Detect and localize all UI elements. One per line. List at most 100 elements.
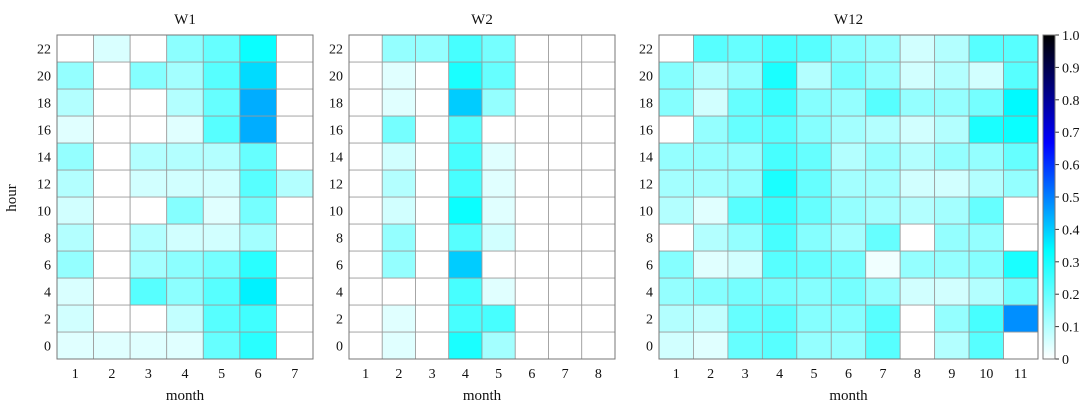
y-tick-label: 20 bbox=[37, 70, 51, 85]
heatmap-cell bbox=[381, 196, 416, 225]
heatmap-cell bbox=[1003, 277, 1039, 306]
heatmap-cell bbox=[56, 304, 94, 333]
y-tick-label: 16 bbox=[329, 124, 343, 139]
heatmap-cell bbox=[968, 196, 1004, 225]
heatmap-cell bbox=[830, 304, 867, 333]
heatmap-cell bbox=[381, 223, 416, 252]
x-tick-label: 4 bbox=[776, 367, 783, 382]
heatmap-cell bbox=[448, 331, 483, 360]
panel-frame bbox=[658, 34, 1039, 360]
heatmap-cell bbox=[415, 115, 450, 144]
heatmap-cell bbox=[129, 88, 168, 117]
heatmap-cell bbox=[796, 169, 832, 198]
heatmap-cell bbox=[448, 61, 483, 90]
heatmap-cell bbox=[56, 142, 94, 171]
heatmap-cell bbox=[796, 88, 832, 117]
heatmap-cell bbox=[448, 169, 483, 198]
heatmap-cell bbox=[934, 142, 970, 171]
x-tick-label: 2 bbox=[395, 367, 402, 382]
heatmap-cell bbox=[761, 142, 798, 171]
heatmap-cell bbox=[830, 88, 867, 117]
heatmap-cell bbox=[934, 88, 970, 117]
heatmap-cell bbox=[448, 115, 483, 144]
heatmap-cell bbox=[276, 61, 314, 90]
heatmap-cell bbox=[865, 304, 901, 333]
heatmap-cell bbox=[93, 61, 131, 90]
heatmap-cell bbox=[481, 61, 516, 90]
x-tick-label: 5 bbox=[218, 367, 225, 382]
heatmap-cell bbox=[865, 196, 901, 225]
heatmap-cell bbox=[796, 304, 832, 333]
heatmap-cell bbox=[129, 304, 168, 333]
heatmap-cell bbox=[481, 304, 516, 333]
heatmap-cell bbox=[202, 223, 241, 252]
y-tick-label: 8 bbox=[44, 232, 51, 247]
heatmap-cell bbox=[693, 277, 729, 306]
heatmap-cell bbox=[56, 331, 94, 360]
heatmap-cell bbox=[830, 223, 867, 252]
heatmap-cell bbox=[727, 250, 763, 279]
y-tick-label: 22 bbox=[329, 43, 343, 58]
heatmap-cell bbox=[93, 169, 131, 198]
heatmap-cell bbox=[129, 61, 168, 90]
heatmap-cell bbox=[481, 115, 516, 144]
heatmap-cell bbox=[1003, 34, 1039, 63]
heatmap-cell bbox=[865, 250, 901, 279]
heatmap-cell bbox=[239, 61, 277, 90]
heatmap-cell bbox=[93, 34, 131, 63]
heatmap-cell bbox=[581, 196, 616, 225]
heatmap-cell bbox=[761, 277, 798, 306]
heatmap-cell bbox=[727, 34, 763, 63]
heatmap-cell bbox=[56, 61, 94, 90]
heatmap-cell bbox=[796, 115, 832, 144]
heatmap-cell bbox=[830, 277, 867, 306]
y-tick-label: 16 bbox=[639, 124, 653, 139]
heatmap-cell bbox=[202, 34, 241, 63]
x-tick-label: 9 bbox=[948, 367, 955, 382]
heatmap-cell bbox=[56, 223, 94, 252]
y-tick-label: 0 bbox=[646, 340, 653, 355]
heatmap-cell bbox=[968, 142, 1004, 171]
heatmap-cell bbox=[514, 196, 549, 225]
heatmap-cell bbox=[761, 88, 798, 117]
heatmap-cell bbox=[381, 331, 416, 360]
colorbar-tick-label: 0 bbox=[1062, 353, 1069, 368]
heatmap-cell bbox=[899, 34, 936, 63]
heatmap-cell bbox=[581, 34, 616, 63]
heatmap-cell bbox=[761, 331, 798, 360]
heatmap-cell bbox=[548, 34, 583, 63]
heatmap-cell bbox=[658, 196, 694, 225]
x-tick-label: 1 bbox=[673, 367, 680, 382]
heatmap-cell bbox=[934, 61, 970, 90]
y-tick-label: 20 bbox=[329, 70, 343, 85]
x-tick-label: 2 bbox=[108, 367, 115, 382]
colorbar-tick-label: 0.9 bbox=[1062, 61, 1080, 76]
colorbar-tick-label: 0.5 bbox=[1062, 191, 1080, 206]
x-tick-label: 4 bbox=[182, 367, 189, 382]
heatmap-cell bbox=[415, 196, 450, 225]
heatmap-cell bbox=[93, 142, 131, 171]
heatmap-cell bbox=[448, 250, 483, 279]
heatmap-cell bbox=[727, 277, 763, 306]
colorbar-tick-label: 0.7 bbox=[1062, 126, 1080, 141]
heatmap-cell bbox=[865, 331, 901, 360]
panel-title: W1 bbox=[174, 12, 196, 28]
y-tick-label: 10 bbox=[639, 205, 653, 220]
heatmap-cell bbox=[830, 115, 867, 144]
x-tick-label: 5 bbox=[495, 367, 502, 382]
heatmap-cell bbox=[166, 304, 204, 333]
heatmap-cell bbox=[581, 88, 616, 117]
heatmap-cell bbox=[481, 169, 516, 198]
colorbar-tick-label: 0.3 bbox=[1062, 256, 1080, 271]
heatmap-cell bbox=[796, 223, 832, 252]
heatmap-cell bbox=[727, 142, 763, 171]
y-axis-label: hour bbox=[4, 184, 20, 212]
heatmap-cell bbox=[56, 196, 94, 225]
heatmap-cell bbox=[548, 61, 583, 90]
heatmap-cell bbox=[166, 34, 204, 63]
heatmap-cell bbox=[658, 61, 694, 90]
heatmap-cell bbox=[239, 88, 277, 117]
heatmap-cell bbox=[514, 169, 549, 198]
heatmap-cell bbox=[693, 304, 729, 333]
